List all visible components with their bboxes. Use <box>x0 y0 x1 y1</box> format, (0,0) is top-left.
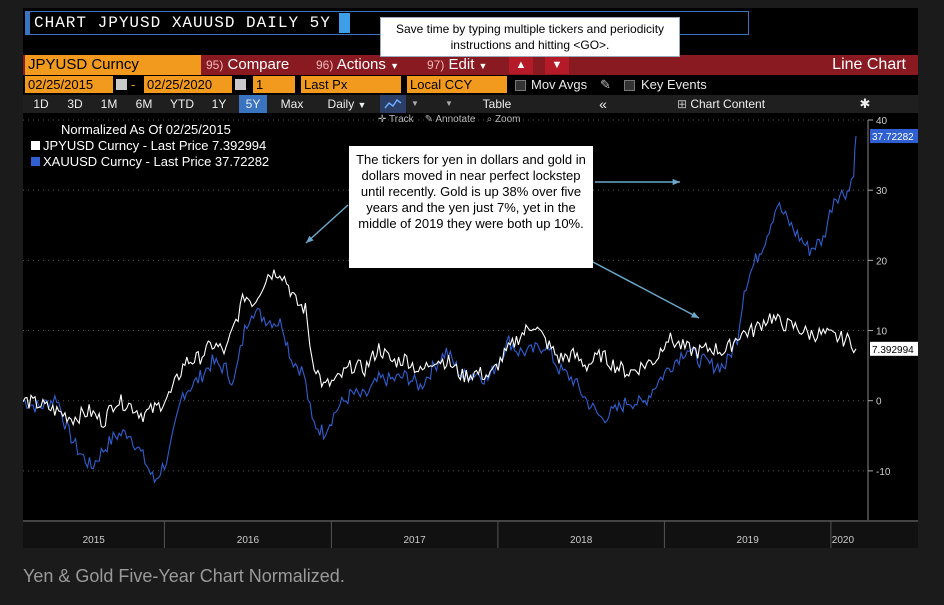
compare-menu[interactable]: 95) Compare <box>206 55 289 75</box>
periodicity-field[interactable]: 1 <box>253 76 295 93</box>
y-tick-label: 20 <box>876 256 888 267</box>
actions-label: Actions <box>336 56 386 73</box>
end-calendar-icon[interactable] <box>235 79 246 90</box>
arrow-left <box>305 204 349 244</box>
legend-swatch-white <box>31 141 40 150</box>
mov-avgs-label: Mov Avgs <box>531 77 588 92</box>
track-label: Track <box>389 114 414 125</box>
annotation-box: The tickers for yen in dollars and gold … <box>349 146 593 268</box>
compare-number: 95) <box>206 58 224 72</box>
options-caret-icon[interactable]: ▼ <box>445 99 453 108</box>
y-tick-label: 0 <box>876 397 882 408</box>
x-tick-label: 2017 <box>404 535 427 546</box>
frequency-caret-icon: ▼ <box>357 100 367 110</box>
end-date-field[interactable]: 02/25/2020 <box>144 76 232 93</box>
text-cursor <box>339 13 350 33</box>
figure-caption: Yen & Gold Five-Year Chart Normalized. <box>23 566 345 586</box>
y-tick-label: 40 <box>876 116 888 127</box>
period-button-6m[interactable]: 6M <box>135 97 153 111</box>
last-value-tag-bg <box>870 341 918 356</box>
legend-xau: XAUUSD Curncy - Last Price 37.72282 <box>31 154 269 170</box>
track-icon: ✛ <box>378 114 387 125</box>
zoom-icon: ⌕ <box>486 114 493 125</box>
period-button-max[interactable]: Max <box>280 97 304 111</box>
edit-number: 97) <box>427 58 445 72</box>
legend-jpy: JPYUSD Curncy - Last Price 7.392994 <box>31 138 269 154</box>
chart-legend: Normalized As Of 02/25/2015 JPYUSD Curnc… <box>31 122 269 170</box>
settings-gear-icon[interactable]: ✱ <box>859 96 871 111</box>
x-tick-label: 2015 <box>83 535 106 546</box>
date-dash: - <box>131 77 136 92</box>
chart-content-button[interactable]: ⊞ Chart Content <box>665 95 777 113</box>
line-chart-icon[interactable] <box>380 95 406 113</box>
zoom-label: Zoom <box>494 114 521 125</box>
legend-jpy-label: JPYUSD Curncy - Last Price 7.392994 <box>43 138 267 153</box>
edit-caret-icon: ▼ <box>478 61 488 71</box>
y-tick-label: -10 <box>876 467 891 478</box>
thumbs-up-icon[interactable]: ▲ <box>509 56 533 74</box>
command-text: CHART JPYUSD XAUUSD DAILY 5Y <box>34 14 331 32</box>
annotate-label: Annotate <box>435 114 476 125</box>
last-price-field[interactable]: Last Px <box>301 76 401 93</box>
period-button-1m[interactable]: 1M <box>100 97 118 111</box>
pencil-icon[interactable]: ✎ <box>600 77 611 92</box>
y-tick-label: 10 <box>876 327 888 338</box>
start-calendar-icon[interactable] <box>116 79 127 90</box>
period-button-ytd[interactable]: YTD <box>170 97 194 111</box>
edit-label: Edit <box>448 56 475 73</box>
line-chart[interactable]: -10 0 10 20 30 40 2015 2016 2017 2018 2019 2020 37.7… <box>23 8 918 548</box>
period-button-3d[interactable]: 3D <box>67 97 83 111</box>
period-button-5y[interactable]: 5Y <box>239 95 267 113</box>
frequency-label: Daily <box>327 97 355 111</box>
last-value-tag-bg <box>870 128 918 143</box>
track-tool[interactable]: ✛ Track <box>378 114 414 125</box>
frequency-select[interactable]: Daily ▼ <box>319 95 375 113</box>
key-events-checkbox[interactable] <box>624 80 635 91</box>
period-button-1y[interactable]: 1Y <box>211 97 227 111</box>
last-value-tag-jpyusd: 7.392994 <box>872 345 914 356</box>
arrow-down-head <box>691 311 699 318</box>
command-cursor-marker <box>26 12 30 34</box>
last-value-tag-xauusd: 37.72282 <box>872 132 914 143</box>
x-tick-label: 2016 <box>237 535 260 546</box>
actions-number: 96) <box>316 58 334 72</box>
period-button-1d[interactable]: 1D <box>33 97 49 111</box>
edit-menu[interactable]: 97) Edit ▼ <box>427 55 487 75</box>
start-date-field[interactable]: 02/25/2015 <box>25 76 113 93</box>
thumbs-down-icon[interactable]: ▼ <box>545 56 569 74</box>
collapse-icon[interactable]: « <box>599 96 607 112</box>
actions-caret-icon: ▼ <box>390 61 399 71</box>
function-bar <box>23 55 918 75</box>
chart-style-caret-icon[interactable]: ▼ <box>411 99 419 108</box>
arrow-left-head <box>306 235 314 243</box>
actions-menu[interactable]: 96) Actions ▼ <box>316 55 399 75</box>
series-line-jpyusd <box>23 269 857 429</box>
x-axis-band <box>23 520 918 548</box>
tooltip: Save time by typing multiple tickers and… <box>380 17 680 57</box>
x-tick-label: 2020 <box>832 535 855 546</box>
mov-avgs-checkbox[interactable] <box>515 80 526 91</box>
zoom-tool[interactable]: ⌕ Zoom <box>487 114 521 125</box>
ticker-field[interactable]: JPYUSD Curncy <box>25 55 201 75</box>
table-button[interactable]: Table <box>482 97 512 111</box>
arrow-right-head <box>672 178 680 186</box>
chart-content-label: Chart Content <box>690 97 766 111</box>
compare-label: Compare <box>227 56 290 73</box>
chart-type-label[interactable]: Line Chart <box>832 56 906 73</box>
legend-xau-label: XAUUSD Curncy - Last Price 37.72282 <box>43 154 270 169</box>
chart-content-icon: ⊞ <box>676 97 687 111</box>
chart-title: Normalized As Of 02/25/2015 <box>61 122 231 137</box>
y-tick-label: 30 <box>876 186 888 197</box>
x-tick-label: 2019 <box>737 535 760 546</box>
key-events-label: Key Events <box>641 77 707 92</box>
x-tick-label: 2018 <box>570 535 593 546</box>
arrow-down <box>592 261 700 319</box>
terminal-window: CHART JPYUSD XAUUSD DAILY 5Y JPYUSD Curn… <box>23 8 918 548</box>
legend-swatch-blue <box>31 157 40 166</box>
currency-field[interactable]: Local CCY <box>407 76 507 93</box>
